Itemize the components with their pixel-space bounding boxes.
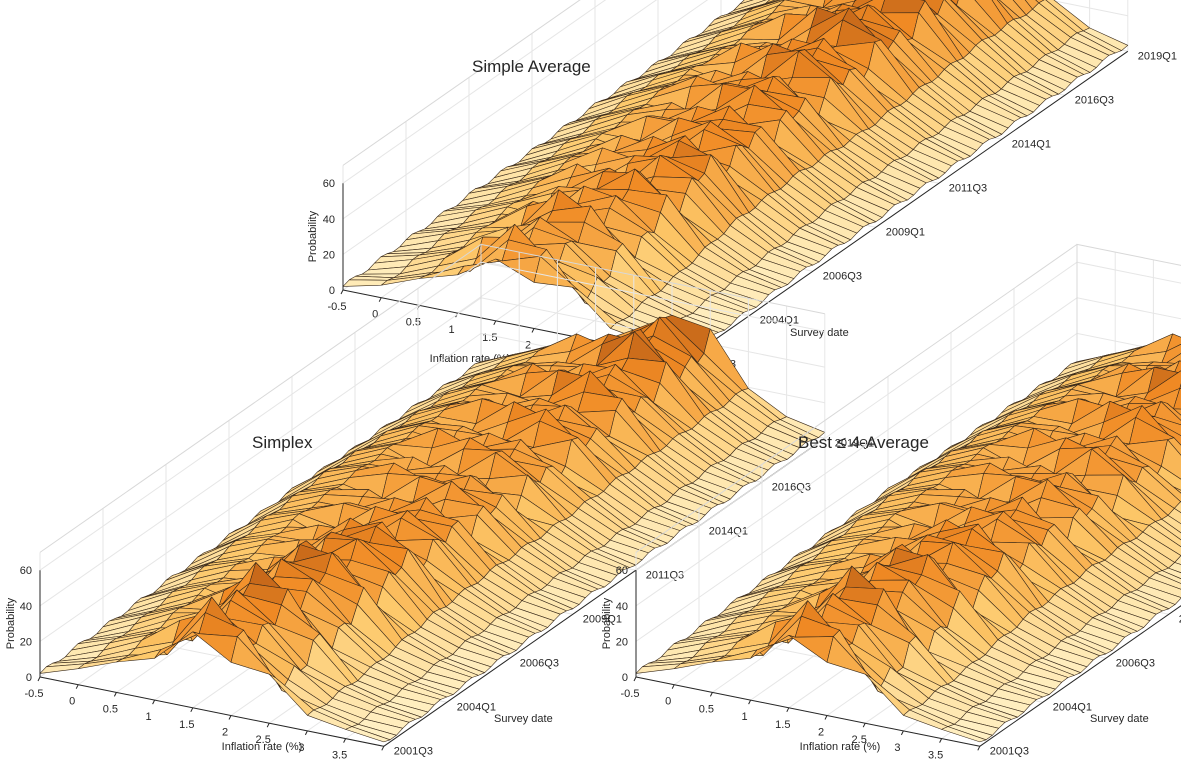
z-tick-label: 60 [20,565,32,577]
z-tick-label: 60 [323,178,335,190]
x-tick [76,685,78,689]
y-tick-label: 2001Q3 [394,745,433,757]
x-tick [532,329,534,333]
y-tick-label: 2004Q1 [1053,701,1092,713]
y-axis-label: Survey date [494,713,553,725]
surface-patch [343,280,388,287]
x-tick [634,677,636,681]
x-tick-label: 2 [222,727,228,739]
x-tick [825,716,827,720]
x-tick [672,685,674,689]
x-tick [114,692,116,696]
z-tick-label: 20 [323,249,335,261]
x-tick [344,739,346,743]
x-tick [494,321,496,325]
y-tick-label: 2011Q3 [646,569,684,581]
x-tick [863,723,865,727]
x-tick-label: 3.5 [332,750,347,759]
x-tick-label: -0.5 [328,301,347,313]
y-axis-label: Survey date [1090,713,1149,725]
x-tick-label: 0.5 [406,316,421,328]
x-tick-label: 1 [146,711,152,723]
z-axis-label: Probability [601,597,613,649]
x-tick [749,700,751,704]
y-tick-label: 2009Q1 [886,226,925,238]
y-axis-label: Survey date [790,327,849,339]
z-tick-label: 40 [616,601,628,613]
z-tick-label: 0 [329,285,335,297]
x-tick-label: 0 [69,696,75,708]
x-tick-label: 0.5 [103,703,118,715]
x-tick [787,708,789,712]
x-tick-label: -0.5 [25,688,44,700]
x-tick [382,746,384,750]
z-tick-label: 20 [616,636,628,648]
chart-title: Simple Average [472,57,591,76]
chart-simple-average: -0.500.511.522.533.542001Q32004Q12006Q32… [307,0,1177,382]
z-axis-label: Probability [307,210,319,262]
y-tick-label: 2006Q3 [520,657,559,669]
y-tick-label: 2004Q1 [457,701,496,713]
chart-title: Simplex [252,433,313,452]
x-tick [153,700,155,704]
x-tick [901,731,903,735]
x-tick [379,298,381,302]
x-tick-label: -0.5 [621,688,640,700]
y-tick-label: 2016Q3 [1075,94,1114,106]
z-tick-label: 60 [616,565,628,577]
x-axis-label: Inflation rate (%) [222,741,303,753]
x-tick-label: 3 [894,742,900,754]
x-tick-label: 3.5 [928,750,943,759]
x-tick [341,290,343,294]
x-axis-label: Inflation rate (%) [800,741,881,753]
z-tick-label: 0 [26,672,32,684]
x-tick [305,731,307,735]
x-tick-label: 2 [818,727,824,739]
y-tick-label: 2004Q1 [760,314,799,326]
x-tick [978,746,980,750]
x-tick [710,692,712,696]
y-tick-label: 2019Q1 [1138,50,1177,62]
y-tick-label: 2006Q3 [823,270,862,282]
x-tick [191,708,193,712]
z-tick-label: 20 [20,636,32,648]
z-tick-label: 0 [622,672,628,684]
x-tick-label: 1 [742,711,748,723]
y-tick-label: 2014Q1 [1012,138,1051,150]
z-tick-label: 40 [323,214,335,226]
x-tick-label: 2 [525,340,531,352]
x-tick-label: 1.5 [179,719,194,731]
x-tick-label: 0 [665,696,671,708]
x-tick-label: 1.5 [775,719,790,731]
y-tick-label: 2011Q3 [949,182,987,194]
x-tick [267,723,269,727]
x-tick [229,716,231,720]
y-tick-label: 2001Q3 [990,745,1029,757]
x-tick-label: 1 [449,324,455,336]
surface-patch [881,0,926,13]
chart-title: Best ≤ 4-Average [798,433,929,452]
z-axis-label: Probability [5,597,17,649]
y-tick-label: 2006Q3 [1116,657,1155,669]
x-tick [940,739,942,743]
x-tick [38,677,40,681]
z-tick-label: 40 [20,601,32,613]
x-tick-label: 0.5 [699,703,714,715]
